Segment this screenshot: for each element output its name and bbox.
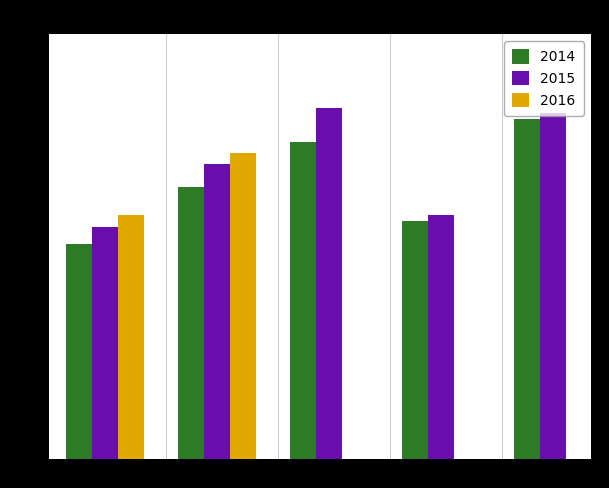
Bar [428,215,454,459]
Bar [540,113,566,459]
Bar [316,108,342,459]
Bar [92,226,118,459]
Bar [66,244,92,459]
Bar [118,215,144,459]
Bar [402,221,428,459]
Legend: 2014, 2015, 2016: 2014, 2015, 2016 [504,41,584,116]
Bar [514,119,540,459]
Bar [178,187,204,459]
Bar [290,142,316,459]
Bar [204,164,230,459]
Bar [230,153,256,459]
